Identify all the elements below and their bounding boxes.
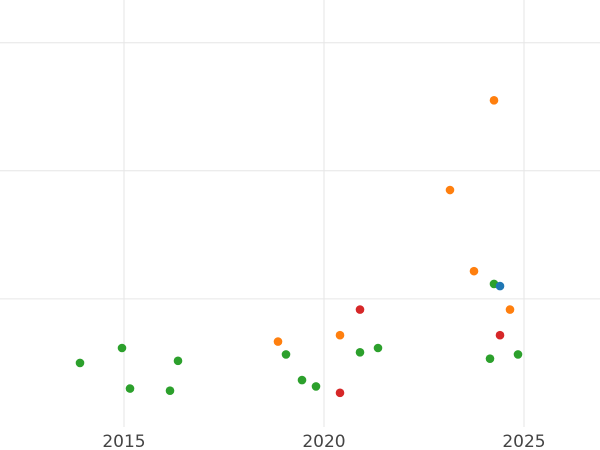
data-point-green [355,347,365,357]
data-point-green [297,375,307,385]
data-point-orange [489,96,499,105]
data-point-green [125,384,135,393]
data-point-orange [505,305,515,314]
data-point-green [513,350,523,359]
data-point-green [165,386,175,396]
data-point-blue [495,281,505,291]
data-point-orange [445,185,455,195]
data-point-orange [335,330,345,340]
data-point-green [117,343,127,353]
data-point-green [373,343,383,353]
x-tick-label: 2015 [102,432,145,450]
x-tick-label: 2020 [302,432,345,450]
x-axis-ticks: 2015 2020 2025 [102,432,545,450]
data-point-green [281,350,291,359]
data-point-red [335,388,345,398]
grid-layer [0,0,600,427]
x-tick-label: 2025 [502,432,545,450]
data-point-green [485,354,495,363]
data-point-orange [469,266,479,276]
data-point-red [495,330,505,340]
data-point-orange [273,337,283,346]
data-point-green [311,382,321,391]
data-point-red [355,305,365,314]
points-layer [75,96,523,398]
data-point-green [75,358,85,368]
data-point-green [173,356,183,366]
